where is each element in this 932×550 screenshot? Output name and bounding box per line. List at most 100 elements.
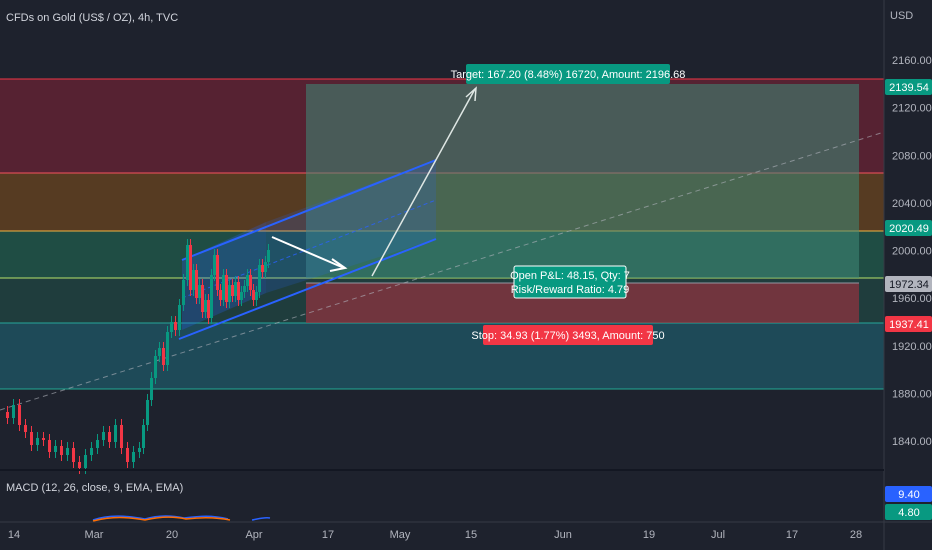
candle-body (66, 448, 69, 455)
price-badge-stop-label: 1937.41 (889, 319, 929, 331)
candle-body (234, 282, 237, 296)
candle-body (132, 452, 135, 462)
time-tick: 17 (786, 529, 798, 541)
pnl-label-box (513, 265, 627, 299)
time-axis[interactable]: 14 Mar 20 Apr 17 May 15 Jun 19 Jul 17 28 (8, 529, 862, 541)
candle-body (60, 446, 63, 455)
target-label-box (466, 64, 670, 84)
price-badge-stop (885, 316, 932, 332)
price-tick: 2160.00 (892, 55, 932, 67)
candle-body (237, 282, 240, 300)
candle-body (174, 322, 177, 330)
zone-blue (0, 323, 884, 389)
candle-body (18, 405, 21, 425)
arrow-up-line[interactable] (371, 88, 476, 277)
candle-body (90, 448, 93, 455)
candle-body (146, 400, 149, 425)
candles (6, 239, 270, 474)
candle-body (6, 412, 9, 418)
target-label[interactable]: Target: 167.20 (8.48%) 16720, Amount: 21… (451, 64, 686, 84)
price-badge-target-label: 2139.54 (889, 82, 929, 94)
candle-body (249, 275, 252, 290)
signal-value: 4.80 (898, 507, 919, 519)
candle-body (264, 262, 267, 272)
price-tick: 2080.00 (892, 150, 932, 162)
candle-body (182, 280, 185, 305)
candle-body (158, 348, 161, 356)
candle-body (12, 405, 15, 418)
macd-line (92, 515, 229, 521)
time-tick: Mar (85, 529, 104, 541)
currency-label: USD (890, 10, 913, 22)
stop-label-box (483, 325, 653, 345)
stop-label-text: Stop: 34.93 (1.77%) 3493, Amount: 750 (471, 330, 664, 342)
candle-body (48, 440, 51, 452)
channel-upper-line[interactable] (181, 159, 437, 261)
candle-body (126, 448, 129, 462)
time-tick: May (390, 529, 411, 541)
candle-body (36, 438, 39, 445)
candle-body (150, 378, 153, 400)
candle-body (201, 285, 204, 312)
price-badges: 2139.54 2020.49 1972.34 1937.41 (885, 79, 932, 332)
candle-body (207, 300, 210, 318)
channel-lower-line[interactable] (178, 238, 437, 340)
candle-body (252, 290, 255, 300)
price-tick: 2120.00 (892, 103, 932, 115)
candle-body (162, 348, 165, 365)
signal-value-badge (885, 504, 932, 520)
arrow-down-head (329, 258, 348, 272)
trend-line-dashed[interactable] (0, 131, 885, 411)
time-tick: Apr (245, 529, 262, 541)
candle-body (108, 432, 111, 442)
candle-body (142, 425, 145, 448)
candle-body (204, 300, 207, 312)
candle-body (84, 455, 87, 468)
candle-body (24, 425, 27, 432)
position-target-area[interactable] (306, 84, 859, 278)
candle-body (30, 432, 33, 445)
candle-body (198, 285, 201, 298)
risk-reward-text: Risk/Reward Ratio: 4.79 (511, 284, 630, 296)
candle-body (96, 440, 99, 448)
price-tick: 1880.00 (892, 388, 932, 400)
candle-body (42, 438, 45, 440)
candle-body (192, 270, 195, 290)
price-tick: 2000.00 (892, 246, 932, 258)
candle-body (210, 275, 213, 318)
candle-body (222, 275, 225, 300)
candle-body (219, 290, 222, 300)
candle-body (170, 322, 173, 332)
candle-body (243, 286, 246, 292)
candle-body (255, 292, 258, 300)
candle-body (240, 292, 243, 300)
macd-line-tail (251, 517, 271, 521)
price-badge-level-label: 2020.49 (889, 223, 929, 235)
candle-body (186, 245, 189, 280)
candle-body (258, 265, 261, 292)
open-pnl-text: Open P&L: 48.15, Qty: 7 (510, 270, 630, 282)
time-tick: 14 (8, 529, 20, 541)
price-badge-entry-label: 1972.34 (889, 279, 929, 291)
candle-body (178, 305, 181, 330)
price-axis[interactable]: 2160.00 2120.00 2080.00 2040.00 2000.00 1960.… (892, 55, 932, 448)
time-tick: Jun (554, 529, 572, 541)
candle-body (189, 245, 192, 290)
target-label-text: Target: 167.20 (8.48%) 16720, Amount: 21… (451, 69, 686, 81)
candle-body (228, 285, 231, 302)
macd-value-badge (885, 486, 932, 502)
symbol-title: CFDs on Gold (US$ / OZ), 4h, TVC (6, 12, 178, 24)
time-tick: 15 (465, 529, 477, 541)
stop-label[interactable]: Stop: 34.93 (1.77%) 3493, Amount: 750 (471, 325, 665, 345)
price-badge-entry (885, 276, 932, 292)
arrow-down-line[interactable] (271, 236, 345, 269)
macd-label[interactable]: MACD (12, 26, close, 9, EMA, EMA) (6, 482, 183, 494)
channel-projection-fill (266, 160, 436, 293)
candle-body (154, 356, 157, 378)
candle-body (78, 462, 81, 468)
candle-body (225, 275, 228, 302)
pnl-label[interactable]: Open P&L: 48.15, Qty: 7 Risk/Reward Rati… (510, 265, 630, 299)
price-badge-level (885, 220, 932, 236)
candle-body (102, 432, 105, 440)
